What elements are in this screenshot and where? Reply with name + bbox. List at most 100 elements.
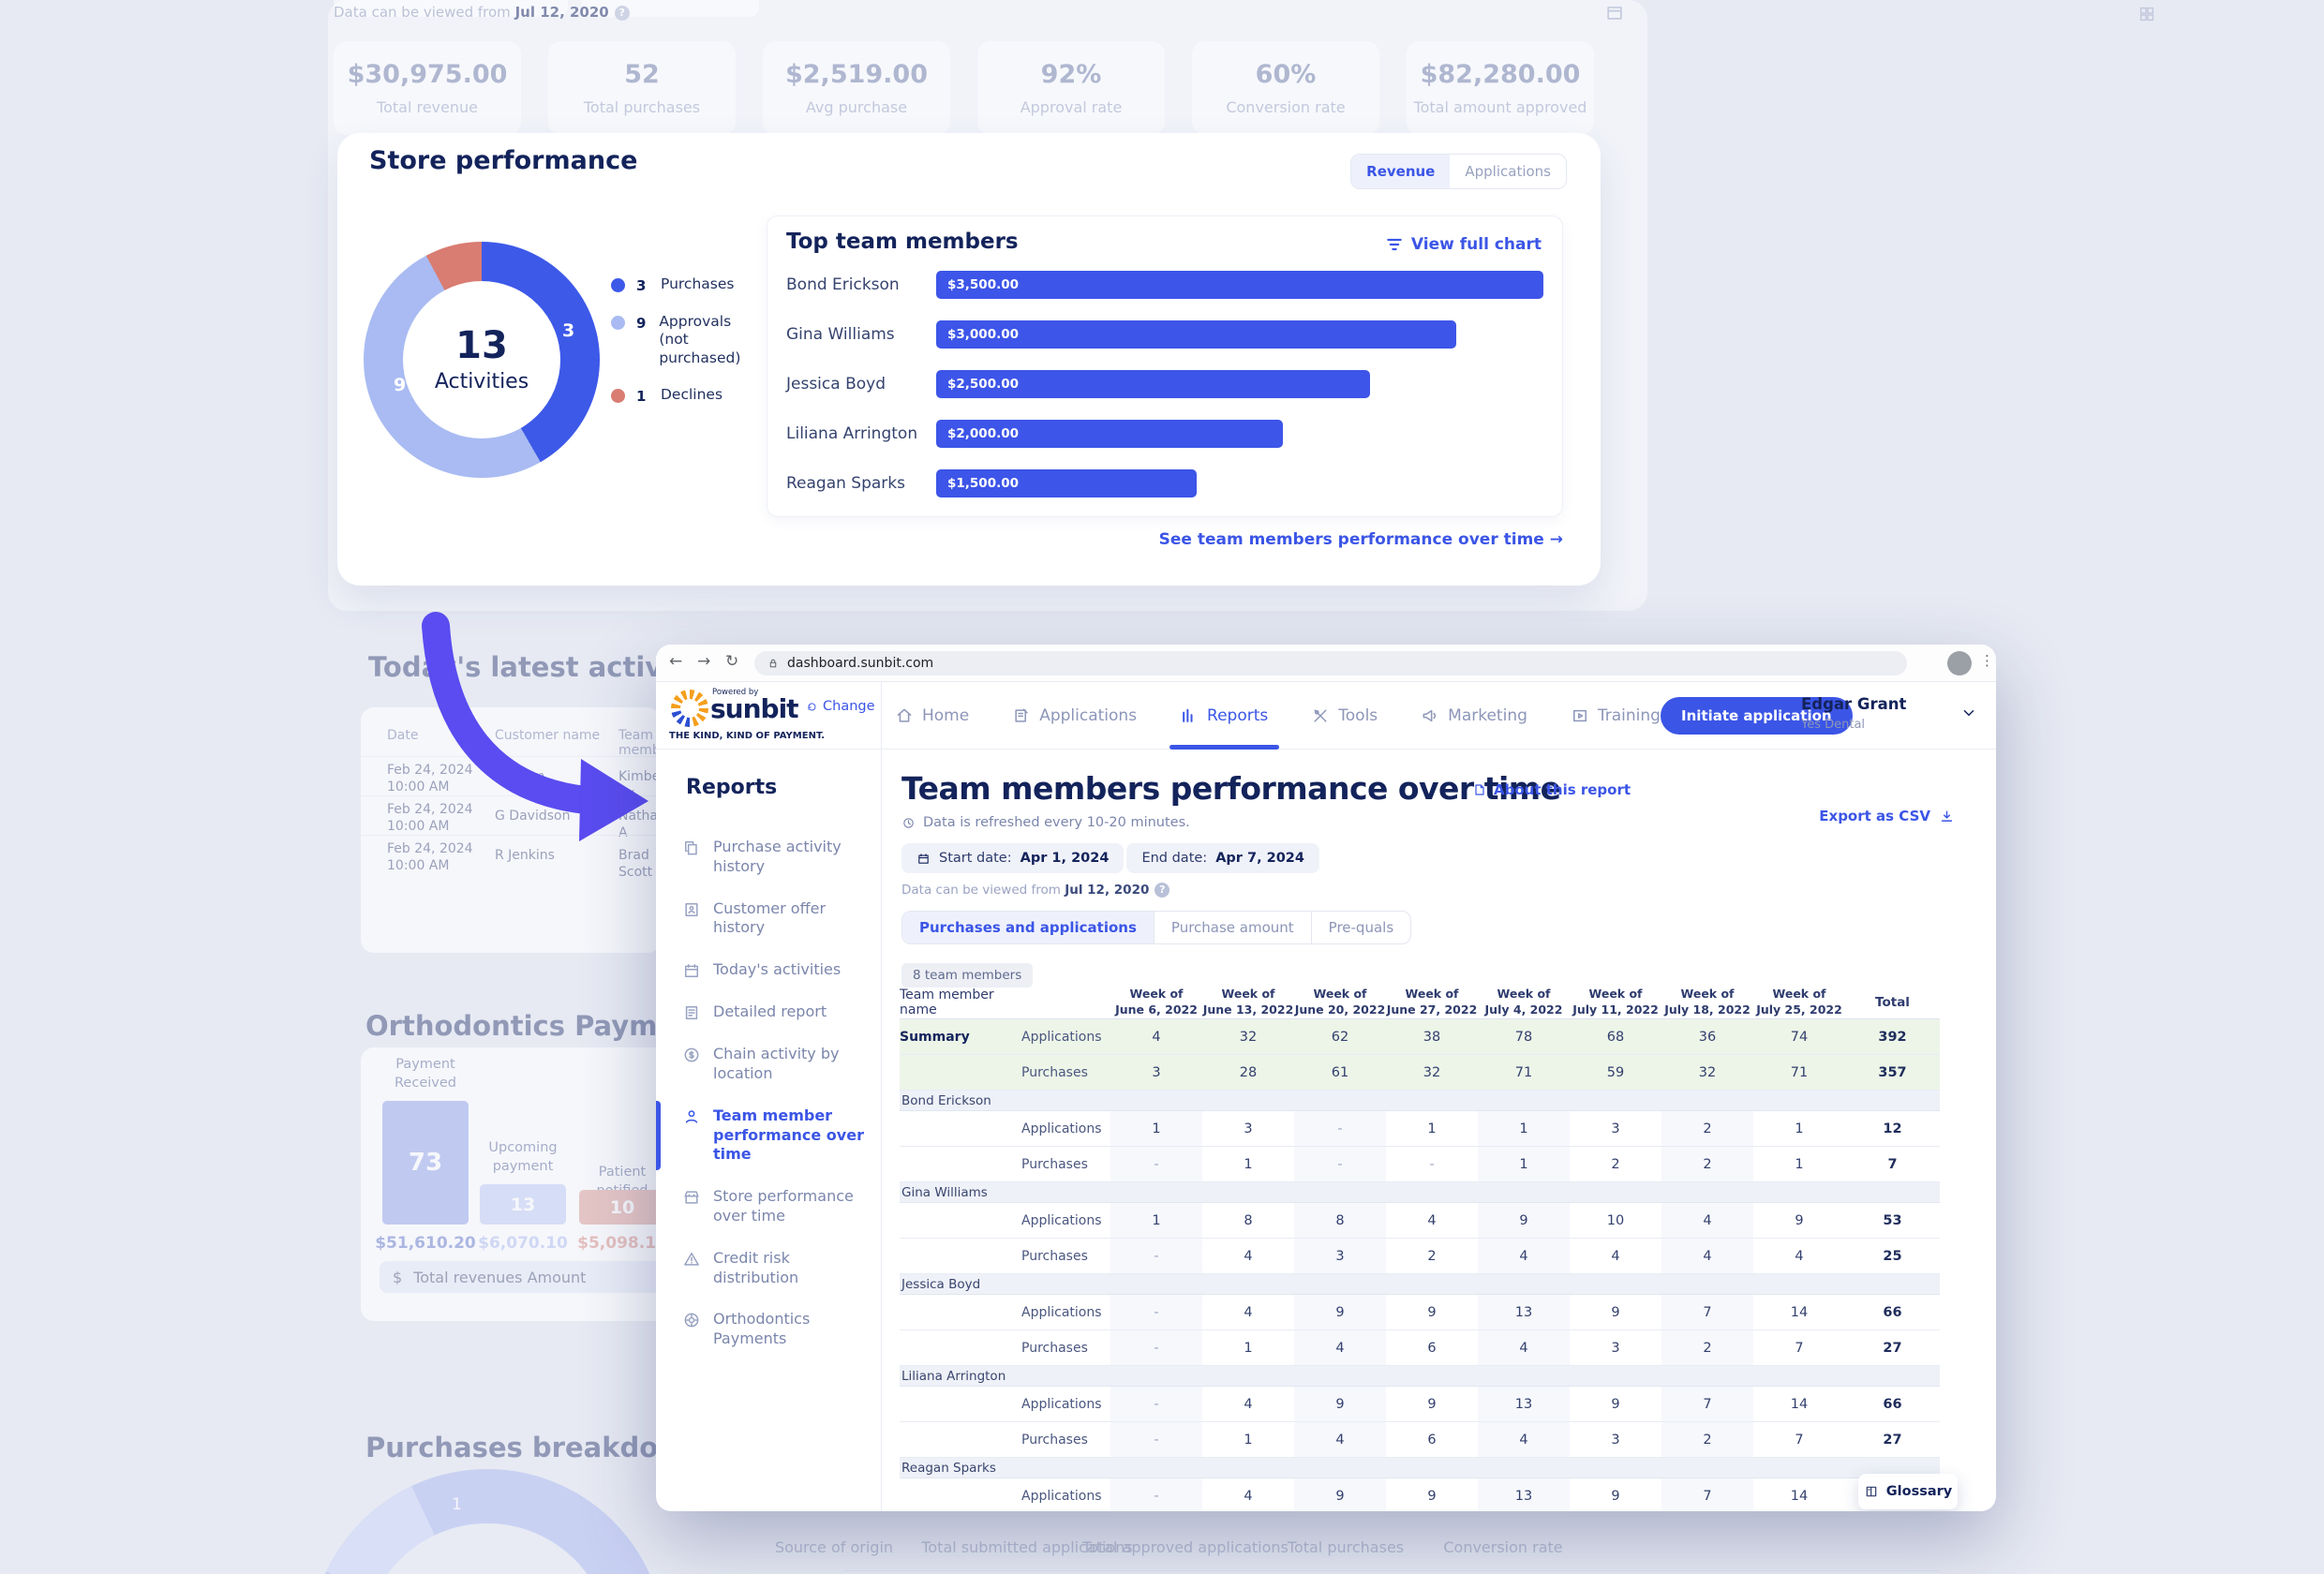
table-row: Applications - 4 9 9 13 9 7 14 66	[900, 1387, 1940, 1422]
browser-back-button[interactable]: ←	[669, 652, 683, 671]
browser-url-bar[interactable]: dashboard.sunbit.com	[754, 651, 1907, 676]
cell-value: 4	[1478, 1330, 1570, 1365]
table-group-row: Jessica Boyd	[900, 1274, 1940, 1295]
glossary-button[interactable]: Glossary	[1858, 1474, 1958, 1509]
grid-mini-icon	[2137, 4, 2157, 24]
tab-purchase-amount[interactable]: Purchase amount	[1153, 912, 1311, 943]
cell-value: 74	[1790, 1029, 1809, 1045]
browser-forward-button[interactable]: →	[697, 652, 711, 671]
legend-dot	[611, 316, 625, 330]
sidebar-item[interactable]: Detailed report	[656, 991, 881, 1033]
stat-card: 52 Total purchases	[548, 41, 736, 135]
nav-item-applications[interactable]: Applications	[1012, 682, 1137, 750]
team-member-bar-row: Bond Erickson $3,500.00	[767, 271, 1562, 299]
legend-label: Purchases	[661, 275, 735, 292]
ortho-total-row[interactable]: $ Total revenues Amount	[380, 1261, 661, 1293]
cell-value: 2	[1661, 1422, 1753, 1457]
copy-icon	[682, 839, 701, 857]
donut-legend: 3 Purchases 9 Approvals (not purchased) 1 Dec…	[611, 275, 761, 423]
cell-value: 4	[1244, 1488, 1253, 1504]
ortho-total-label: Total revenues Amount	[413, 1268, 587, 1286]
cell-value: 9	[1611, 1396, 1620, 1412]
cell-value: 1	[1478, 1111, 1570, 1146]
sidebar-item[interactable]: Today's activities	[656, 949, 881, 991]
annotation-arrow	[422, 612, 648, 841]
sidebar-item[interactable]: Purchase activity history	[656, 826, 881, 888]
nav-item-training[interactable]: Training	[1571, 682, 1661, 750]
nav-item-label: Applications	[1039, 706, 1138, 725]
nav-item-reports[interactable]: Reports	[1169, 682, 1279, 750]
ortho-bar-label: Payment Received	[395, 1057, 456, 1091]
activity-column-header: Customer name	[495, 728, 601, 743]
toggle-applications[interactable]: Applications	[1465, 163, 1551, 180]
help-icon[interactable]: ?	[614, 5, 630, 21]
group-name: Jessica Boyd	[901, 1276, 981, 1292]
nav-item-label: Tools	[1338, 706, 1378, 725]
team-member-bar-row: Gina Williams $3,000.00	[767, 320, 1562, 349]
calendar-mini-icon[interactable]	[1604, 2, 1625, 26]
browser-reload-button[interactable]: ↻	[725, 652, 739, 671]
chevron-down-icon[interactable]	[1960, 705, 1977, 721]
team-member-name: Gina Williams	[786, 325, 895, 344]
logo-name[interactable]: sunbit	[710, 693, 799, 724]
bg-data-note: Data can be viewed from Jul 12, 2020?	[334, 4, 630, 21]
see-performance-link[interactable]: See team members performance over time →	[1158, 530, 1563, 549]
cell-value: 3	[1611, 1121, 1620, 1136]
view-full-chart-link[interactable]: View full chart	[1385, 235, 1542, 254]
export-csv-link[interactable]: Export as CSV	[1805, 808, 1955, 824]
sidebar-item[interactable]: Team member performance over time	[656, 1095, 881, 1176]
team-member-bar-value: $2,000.00	[947, 426, 1020, 441]
team-member-bar-value: $2,500.00	[947, 377, 1020, 392]
store-performance-card: Store performance Revenue Applications 1…	[337, 133, 1601, 586]
cell-value: 1	[1244, 1156, 1253, 1172]
cell-value: 9	[1294, 1478, 1386, 1511]
sidebar-item[interactable]: Store performance over time	[656, 1176, 881, 1238]
cell-value: 9	[1427, 1304, 1437, 1320]
donut-center: 13 Activities	[403, 281, 560, 438]
initiate-application-button[interactable]: Initiate application	[1661, 697, 1853, 735]
column-header-total: Total	[1875, 994, 1910, 1010]
stat-card: 92% Approval rate	[977, 41, 1165, 135]
sidebar-item-label: Team member performance over time	[713, 1106, 864, 1164]
cell-value: 13	[1478, 1387, 1570, 1421]
browser-profile-avatar[interactable]	[1947, 651, 1972, 676]
cell-value: -	[1110, 1147, 1202, 1181]
end-date-chip[interactable]: End date: Apr 7, 2024	[1126, 843, 1319, 873]
tab-pre-quals[interactable]: Pre-quals	[1310, 912, 1410, 943]
user-name[interactable]: Edgar Grant	[1801, 695, 1907, 713]
legend-label: Declines	[661, 386, 723, 404]
about-report-link[interactable]: About this report	[1472, 781, 1631, 798]
marketing-icon	[1421, 706, 1439, 725]
column-header-week: Week of June 6, 2022	[1115, 987, 1198, 1017]
nav-item-tools[interactable]: Tools	[1311, 682, 1378, 750]
toggle-revenue[interactable]: Revenue	[1351, 155, 1451, 188]
nav-item-marketing[interactable]: Marketing	[1421, 682, 1527, 750]
column-header-week: Week of July 4, 2022	[1484, 987, 1563, 1017]
sunbit-logo-icon[interactable]	[671, 690, 708, 727]
cell-value: 4	[1795, 1248, 1804, 1264]
start-date-chip[interactable]: Start date: Apr 1, 2024	[901, 843, 1125, 873]
row-metric-label: Purchases	[1021, 1340, 1088, 1356]
row-metric-label: Applications	[1021, 1029, 1102, 1045]
date-filter-pill[interactable]	[334, 0, 568, 17]
help-icon[interactable]: ?	[1155, 883, 1170, 898]
sidebar-item[interactable]: Customer offer history	[656, 888, 881, 950]
table-group-row: Bond Erickson	[900, 1091, 1940, 1111]
sidebar-item[interactable]: Chain activity by location	[656, 1033, 881, 1095]
sidebar-divider	[881, 682, 882, 1511]
cell-total: 12	[1883, 1121, 1902, 1136]
nav-item-home[interactable]: Home	[895, 682, 969, 750]
browser-menu-icon[interactable]: ⋮	[1980, 652, 1994, 669]
sidebar-item[interactable]: Credit risk distribution	[656, 1238, 881, 1299]
change-link[interactable]: Change	[806, 699, 875, 714]
cell-value: 9	[1294, 1295, 1386, 1329]
team-members-badge: 8 team members	[901, 963, 1034, 987]
cell-total: 66	[1883, 1396, 1902, 1412]
legend-row: 3 Purchases	[611, 275, 761, 294]
stat-label: Conversion rate	[1226, 98, 1346, 116]
tab-purchases-and-applications[interactable]: Purchases and applications	[902, 912, 1154, 943]
sidebar-item[interactable]: Orthodontics Payments	[656, 1299, 881, 1360]
grid-mini-icon[interactable]	[2137, 4, 2157, 28]
cell-value: 14	[1790, 1304, 1809, 1320]
